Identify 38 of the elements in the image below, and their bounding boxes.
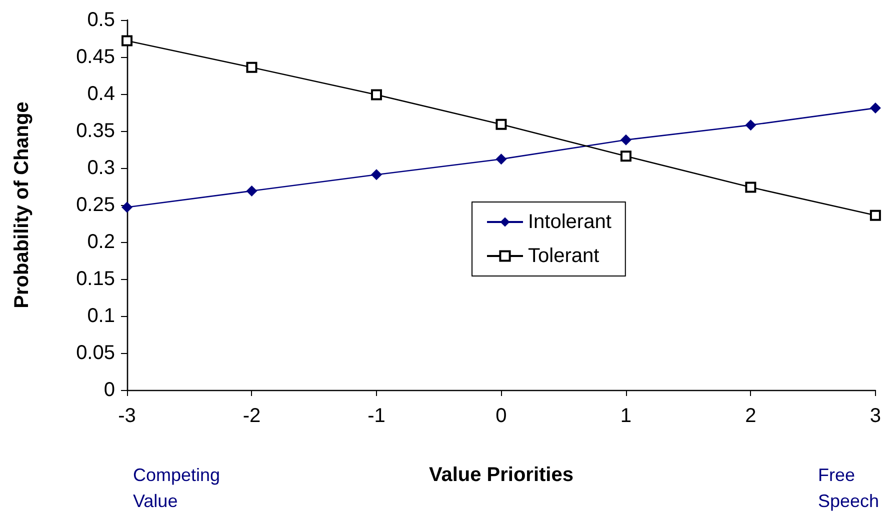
- x-tick-label: 1: [620, 405, 632, 427]
- y-tick-label: 0.35: [76, 120, 115, 142]
- point: [246, 185, 258, 196]
- point: [745, 120, 756, 131]
- legend-label: Tolerant: [528, 245, 600, 267]
- y-tick-label: 0: [104, 379, 115, 401]
- point: [370, 89, 382, 100]
- point: [870, 102, 881, 114]
- y-tick-label: 0.25: [76, 194, 115, 216]
- point: [620, 134, 632, 146]
- point: [496, 118, 507, 130]
- x-tick-label: -2: [242, 405, 261, 427]
- legend-label: Intolerant: [528, 211, 612, 233]
- point: [246, 62, 258, 73]
- text: Free Speech: [818, 465, 880, 511]
- y-tick-label: 0.3: [87, 157, 115, 179]
- point: [122, 202, 132, 213]
- x-tick-label: -3: [118, 405, 136, 427]
- text: Competing Value: [133, 465, 220, 511]
- point: [870, 210, 881, 221]
- y-tick-label: 0.05: [76, 342, 115, 364]
- point: [122, 35, 132, 46]
- point: [496, 154, 507, 165]
- x-tick-label: 0: [496, 405, 507, 427]
- y-tick-label: 0.2: [87, 231, 115, 253]
- y-tick-label: 0.45: [76, 46, 115, 68]
- point: [370, 169, 382, 180]
- y-tick-label: 0.4: [87, 83, 115, 105]
- y-axis-title: Probability of Change: [11, 102, 33, 308]
- point: [620, 150, 632, 162]
- x-tick-label: 2: [745, 405, 756, 427]
- y-tick-label: 0.1: [87, 305, 115, 327]
- point: [745, 182, 756, 193]
- y-tick-label: 0.5: [87, 9, 115, 31]
- x-tick-label: -1: [368, 405, 386, 427]
- x-axis-title: Value Priorities: [428, 464, 574, 486]
- x-tick-label: 3: [870, 405, 881, 427]
- y-tick-label: 0.15: [76, 268, 115, 290]
